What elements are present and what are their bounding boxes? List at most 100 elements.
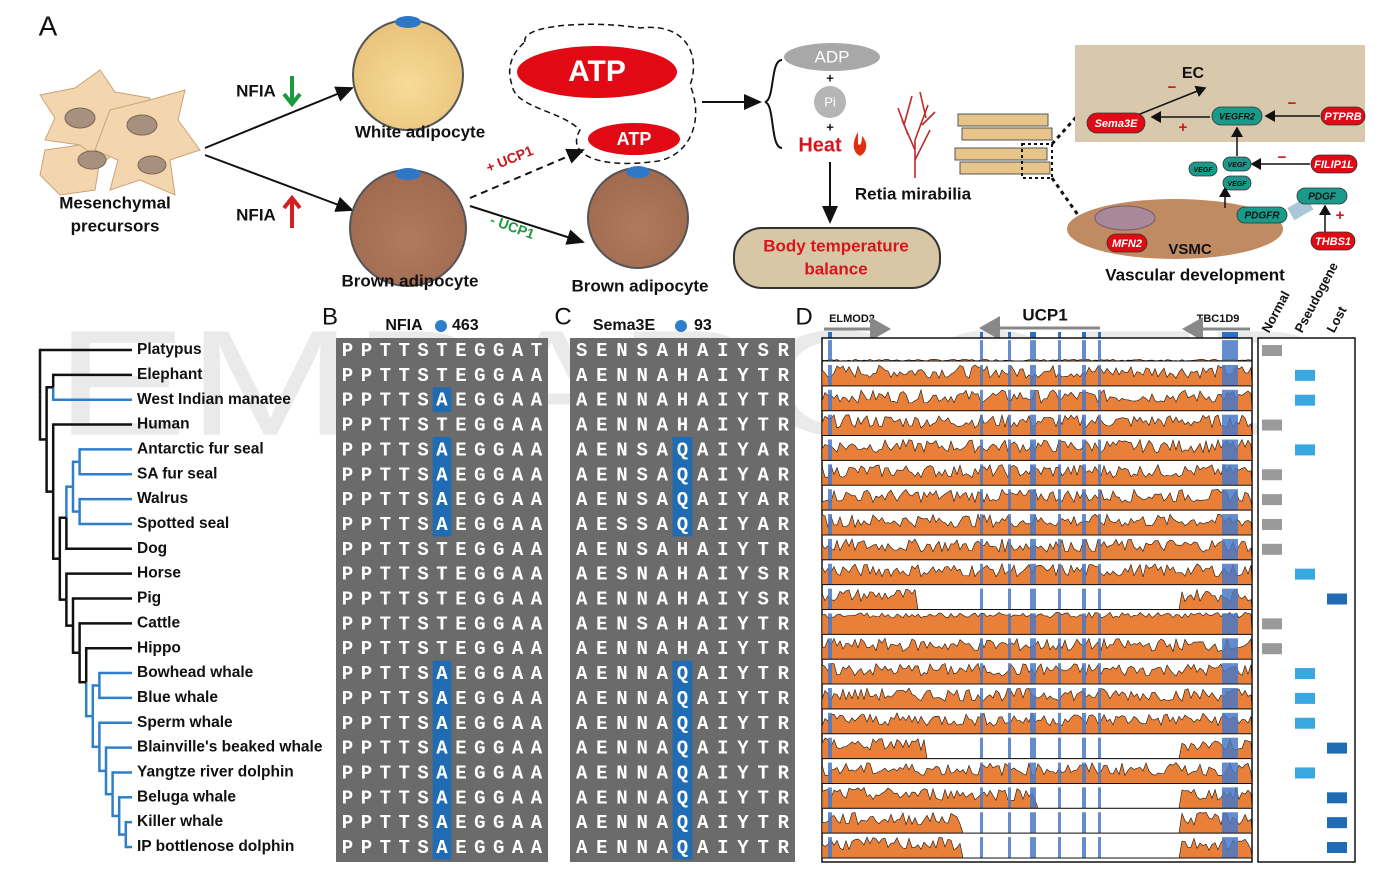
label: MFN2 [1112,238,1142,250]
exon-mark [1222,332,1238,340]
substitution-highlight [432,760,452,785]
label: NFIA [236,81,276,100]
nucleus [626,166,650,178]
site-number: 463 [452,317,479,334]
brown-adipocyte-cell [587,167,689,269]
species-name: Pig [137,590,161,607]
exon-track [1008,638,1011,660]
label: Vascular development [1105,265,1285,284]
exon-track [1222,414,1238,436]
exon-track [1008,364,1011,386]
exon-track [1082,638,1086,660]
exon-track [1030,538,1036,560]
sequence: PPTTSAEGGAA [342,464,543,486]
sequence: PPTTSAEGGAA [342,514,543,536]
exon-track [980,389,983,411]
exon-track [980,663,983,685]
status-mark [1262,618,1282,630]
species-name: Dog [137,540,167,557]
conservation-track [821,712,1253,735]
label: + UCP1 [484,142,536,175]
exon-track [980,737,983,759]
exon-track [1008,762,1011,784]
species-name: Bowhead whale [137,664,254,681]
label: + [826,70,834,85]
exon-track [1030,737,1036,759]
substitution-highlight [432,387,452,413]
conservation-track [821,388,1253,411]
sequence: PPTTSTEGGAA [342,589,543,611]
exon-track [1008,663,1011,685]
exon-track [828,737,832,759]
sequence: PPTTSTEGGAA [342,564,543,586]
exon-track [1058,464,1061,486]
label: ATP [617,129,652,149]
sequence: PPTTSAEGGAA [342,489,543,511]
substitution-highlight [672,511,693,537]
exon-track [1058,638,1061,660]
exon-track [828,439,832,461]
substitution-highlight [432,710,452,736]
substitution-highlight [672,710,693,736]
species-name: Elephant [137,366,202,383]
exon-mark [1008,332,1011,340]
exon-track [1030,712,1036,734]
substitution-highlight [672,784,693,810]
cloud [508,23,697,165]
exon-track [1058,688,1061,709]
exon-mark [828,332,832,340]
exon-track [980,837,983,858]
protein [1310,231,1356,251]
exon-track [1082,364,1086,386]
vessel-tiles [954,113,1053,179]
exon-mark [1082,332,1086,340]
conservation-track [821,413,1253,436]
label: VEGF [1193,167,1213,174]
status-mark [1262,643,1282,655]
exon-track [1098,340,1101,361]
exon-track [980,414,983,436]
exon-track [1098,613,1101,635]
label: EC [1182,65,1205,82]
species-name: Cattle [137,614,180,631]
sequence: PPTTSTEGGAA [342,638,543,660]
sequence: PPTTSAEGGAA [342,837,543,859]
label: Pi [824,94,836,109]
sequence: PPTTSAEGGAA [342,439,543,461]
exon-mark [980,332,983,340]
exon-track [1008,340,1011,361]
exon-track [1058,538,1061,560]
exon-track [828,563,832,585]
exon-track [1008,812,1011,834]
conservation-track [821,687,1253,710]
protein [1296,187,1348,205]
exon-track [1058,414,1061,436]
exon-track [1030,464,1036,486]
exon-track [1082,712,1086,734]
substitution-highlight [432,511,452,537]
exon-track [828,613,832,635]
conservation-track [821,637,1253,660]
exon-track [1030,663,1036,685]
substitution-highlight [672,809,693,835]
gene-name: UCP1 [1022,305,1067,324]
exon-track [1058,439,1061,461]
exon-track [1058,837,1061,858]
exon-track [1030,514,1036,535]
exon-track [1058,812,1061,834]
exon-track [1222,538,1238,560]
panel-label: C [554,303,571,330]
exon-mark [1098,332,1101,340]
label: balance [804,259,867,278]
label: PDGFR [1245,211,1281,222]
exon-track [1098,638,1101,660]
label: FILIP1L [1314,159,1354,171]
conservation-track [821,562,1253,585]
substitution-highlight [432,660,452,686]
exon-track [1008,514,1011,535]
sequence: PPTTSAEGGAA [342,762,543,784]
exon-track [1098,712,1101,734]
gene-name: ELMOD2 [829,313,875,325]
